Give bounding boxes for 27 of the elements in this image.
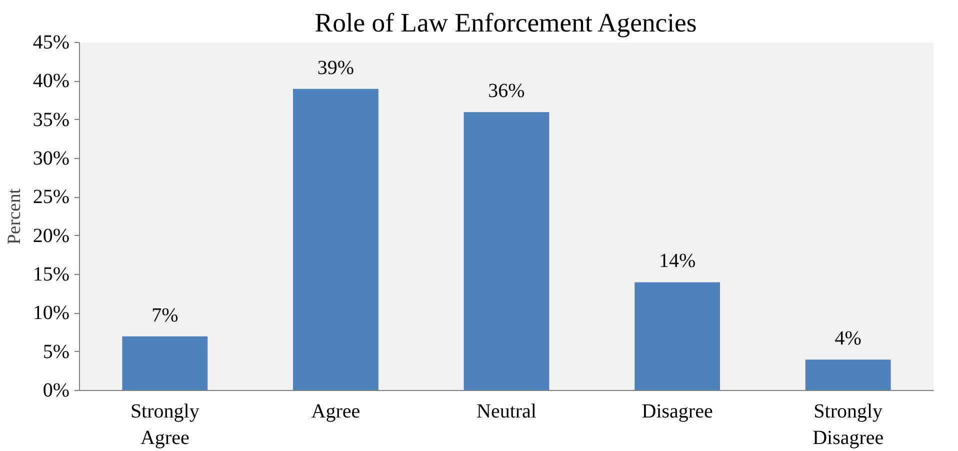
y-tick-label: 20% [32, 224, 70, 247]
y-tick-label: 15% [32, 264, 70, 286]
x-tick-label: Agree [311, 400, 360, 422]
bar [464, 112, 550, 390]
y-tick-label: 10% [32, 302, 70, 324]
x-tick-label: Strongly Disagree [812, 400, 884, 449]
bar [122, 336, 208, 390]
y-axis-title: Percent [4, 188, 25, 244]
y-tick-label: 45% [32, 32, 70, 54]
x-tick-label: Disagree [642, 400, 713, 422]
data-label: 39% [317, 56, 354, 79]
y-tick-label: 25% [32, 186, 70, 208]
bar [293, 88, 378, 390]
x-tick-label: Strongly Agree [130, 400, 200, 449]
data-label: 14% [658, 250, 696, 272]
data-label: 36% [488, 80, 525, 102]
y-tick-label: 30% [32, 148, 70, 170]
data-label: 4% [834, 328, 862, 350]
data-label: 7% [152, 304, 178, 326]
y-tick-label: 40% [32, 70, 70, 92]
y-tick-label: 0% [42, 380, 70, 402]
bar [634, 282, 720, 390]
y-tick-label: 5% [42, 340, 70, 363]
chart-title: Role of Law Enforcement Agencies [314, 8, 697, 38]
y-tick-label: 35% [32, 108, 70, 131]
x-tick-label: Neutral [476, 400, 537, 422]
bar [805, 360, 891, 390]
